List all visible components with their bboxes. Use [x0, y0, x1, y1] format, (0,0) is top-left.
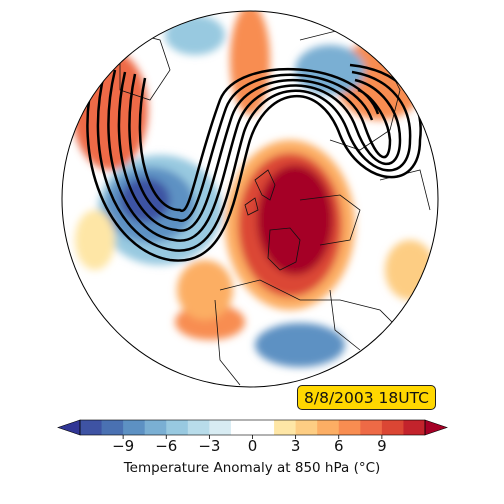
height-contours: [86, 63, 422, 262]
colorbar-segment: [381, 420, 404, 435]
colorbar-segment: [101, 420, 124, 435]
colorbar-extend-high: [424, 419, 448, 436]
colorbar-segment: [80, 420, 103, 435]
colorbar-segment: [252, 420, 275, 435]
colorbar-segment: [317, 420, 340, 435]
colorbar-tick-label: −3: [198, 437, 221, 455]
colorbar-tick-label: −9: [112, 437, 135, 455]
colorbar-tick-label: 0: [247, 437, 258, 455]
colorbar-segment: [403, 420, 426, 435]
colorbar-segment: [166, 420, 189, 435]
colorbar: [57, 419, 448, 439]
colorbar-segment: [274, 420, 297, 435]
timestamp-badge: 8/8/2003 18UTC: [297, 385, 436, 410]
colorbar-segment: [123, 420, 146, 435]
colorbar-segment: [230, 420, 253, 435]
colorbar-segment: [187, 420, 210, 435]
colorbar-segment: [144, 420, 167, 435]
colorbar-segment: [209, 420, 232, 435]
globe-outline: [61, 10, 439, 388]
colorbar-tick-label: −6: [155, 437, 178, 455]
colorbar-segment: [295, 420, 318, 435]
colorbar-tick-label: 3: [290, 437, 301, 455]
colorbar-segment: [338, 420, 361, 435]
colorbar-segment: [360, 420, 383, 435]
colorbar-extend-low: [57, 419, 81, 436]
colorbar-tick-label: 6: [333, 437, 344, 455]
timestamp-text: 8/8/2003 18UTC: [304, 388, 429, 407]
colorbar-label: Temperature Anomaly at 850 hPa (°C): [123, 460, 381, 476]
colorbar-tick-label: 9: [377, 437, 387, 455]
